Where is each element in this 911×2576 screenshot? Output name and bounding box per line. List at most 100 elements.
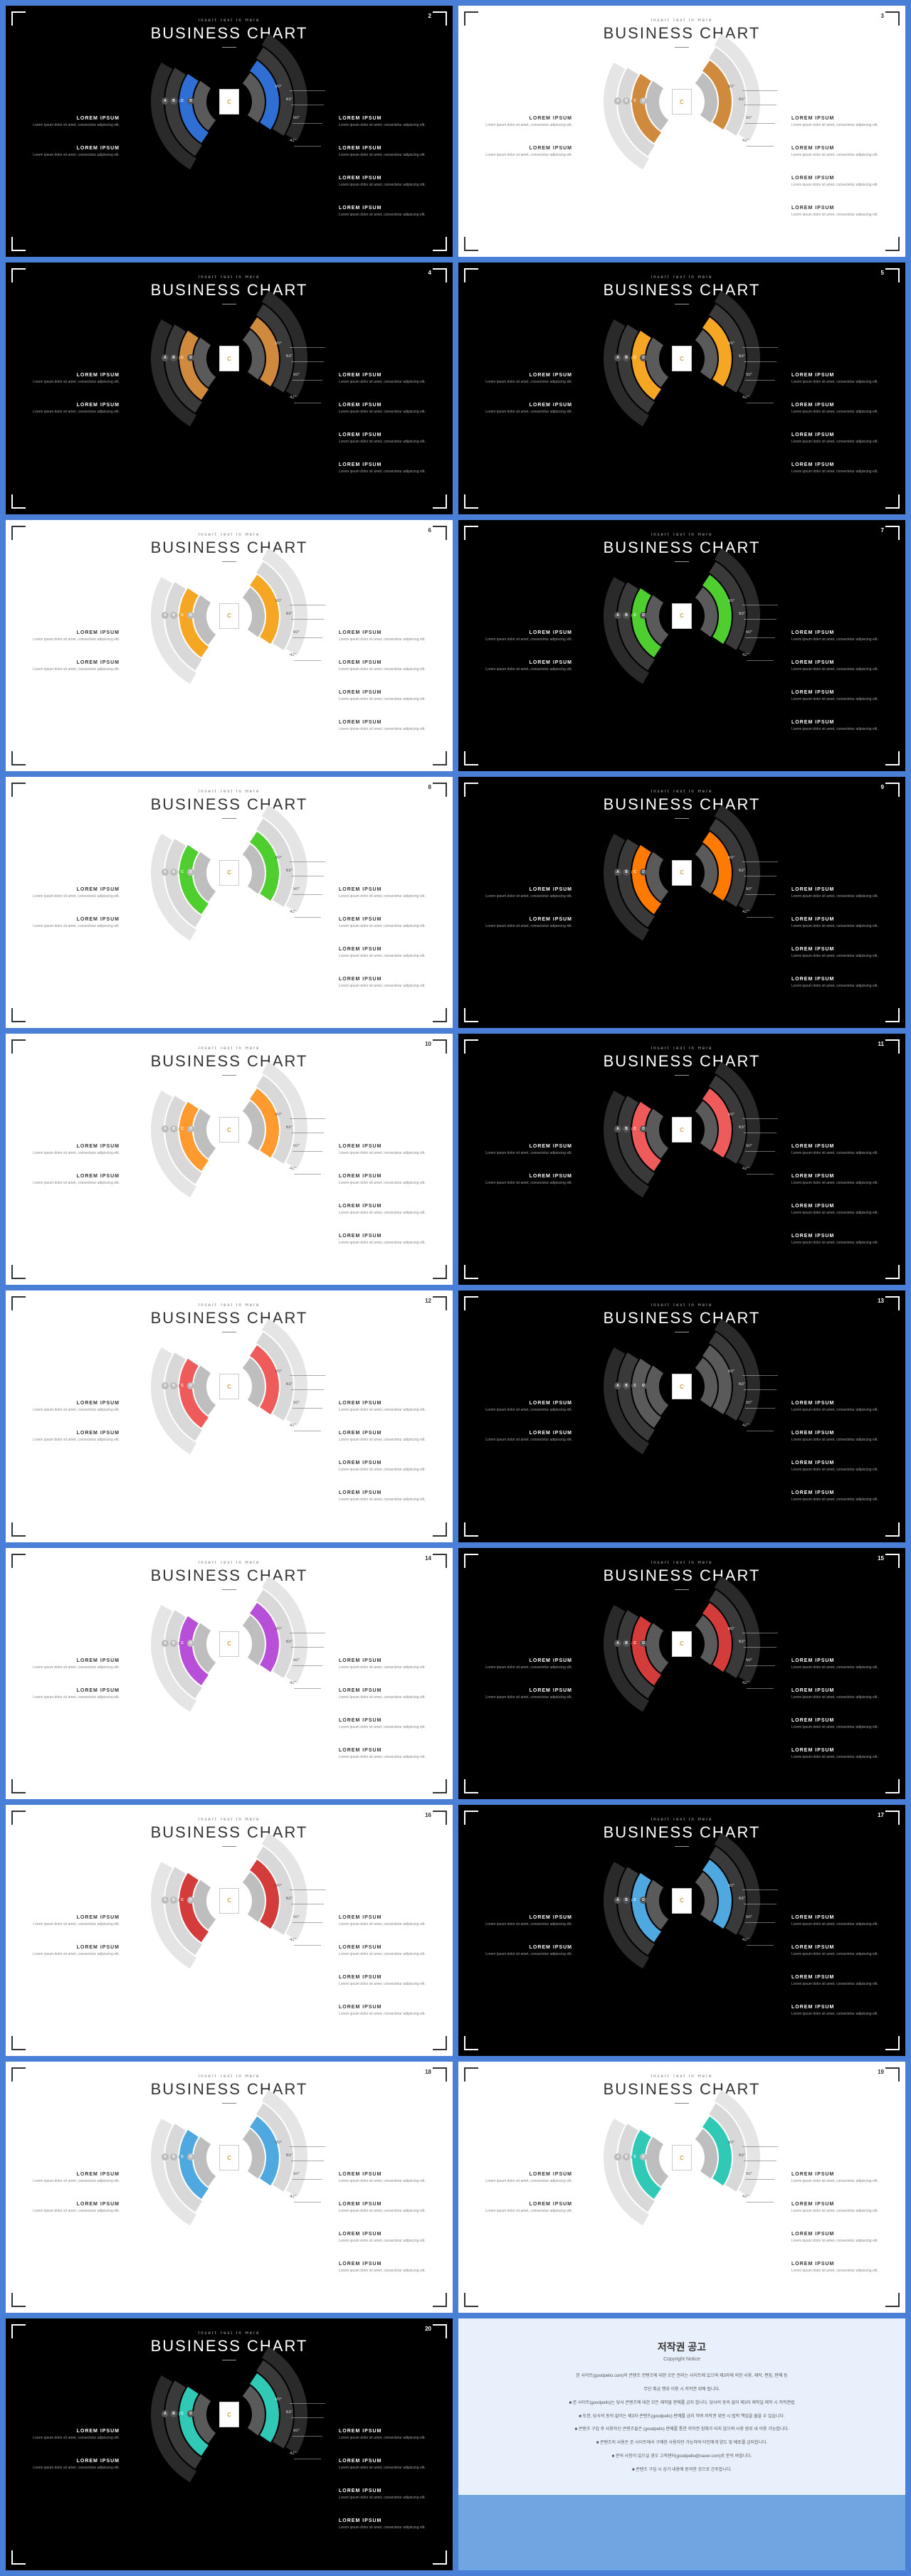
corner-bl xyxy=(464,1265,478,1279)
labels-left: LOREM IPSUMLorem ipsum dolor sit amet, c… xyxy=(473,116,572,176)
label-title: LOREM IPSUM xyxy=(339,1718,438,1723)
label-block: LOREM IPSUMLorem ipsum dolor sit amet, c… xyxy=(791,1490,891,1502)
tick-1: 63° xyxy=(286,1382,293,1387)
label-block: LOREM IPSUMLorem ipsum dolor sit amet, c… xyxy=(20,917,120,929)
label-title: LOREM IPSUM xyxy=(473,2202,572,2207)
subtitle: Insert Text In Here xyxy=(6,2074,453,2079)
corner-bl xyxy=(11,494,26,509)
tick-3: 42° xyxy=(742,396,749,400)
label-text: Lorem ipsum dolor sit amet, consectetur … xyxy=(791,1695,891,1700)
label-block: LOREM IPSUMLorem ipsum dolor sit amet, c… xyxy=(339,887,438,899)
dot-D: D xyxy=(640,1382,647,1389)
label-text: Lorem ipsum dolor sit amet, consectetur … xyxy=(791,667,891,672)
content: LOREM IPSUMLorem ipsum dolor sit amet, c… xyxy=(458,823,905,994)
label-text: Lorem ipsum dolor sit amet, consectetur … xyxy=(20,153,120,158)
label-block: LOREM IPSUMLorem ipsum dolor sit amet, c… xyxy=(791,1234,891,1246)
leader-r-2 xyxy=(293,1408,322,1409)
label-block: LOREM IPSUMLorem ipsum dolor sit amet, c… xyxy=(791,630,891,642)
subtitle: Insert Text In Here xyxy=(6,1818,453,1822)
label-title: LOREM IPSUM xyxy=(339,2518,438,2523)
label-title: LOREM IPSUM xyxy=(20,116,120,121)
label-block: LOREM IPSUM Lorem ipsum dolor sit amet, c… xyxy=(473,373,572,385)
label-text: Lorem ipsum dolor sit amet, consectetur … xyxy=(339,1922,438,1927)
labels-right: LOREM IPSUMLorem ipsum dolor sit amet, c… xyxy=(339,1658,438,1778)
label-block: LOREM IPSUMLorem ipsum dolor sit amet, c… xyxy=(20,660,120,672)
label-text: Lorem ipsum dolor sit amet, consectetur … xyxy=(791,213,891,218)
dot-C: C xyxy=(631,97,638,105)
label-block: LOREM IPSUMLorem ipsum dolor sit amet, c… xyxy=(791,917,891,929)
label-text: Lorem ipsum dolor sit amet, consectetur … xyxy=(791,183,891,188)
label-title: LOREM IPSUM xyxy=(20,1945,120,1950)
content: LOREM IPSUM Lorem ipsum dolor sit amet, c… xyxy=(6,2108,453,2279)
tick-0: 80° xyxy=(275,1113,282,1117)
tick-1: 63° xyxy=(286,612,293,616)
label-text: Lorem ipsum dolor sit amet, consectetur … xyxy=(20,1665,120,1670)
tick-0: 80° xyxy=(275,1627,282,1631)
dot-B: B xyxy=(623,1125,630,1133)
label-text: Lorem ipsum dolor sit amet, consectetur … xyxy=(339,1408,438,1413)
label-text: Lorem ipsum dolor sit amet, consectetur … xyxy=(20,894,120,899)
subtitle: Insert Text In Here xyxy=(458,18,905,23)
center-icon: C xyxy=(672,1374,692,1399)
center-icon: C xyxy=(672,1117,692,1143)
label-title: LOREM IPSUM xyxy=(791,1431,891,1436)
dot-D: D xyxy=(640,2153,647,2161)
label-block: LOREM IPSUMLorem ipsum dolor sit amet, c… xyxy=(20,1144,120,1156)
center-icon: C xyxy=(219,1888,239,1914)
label-title: LOREM IPSUM xyxy=(473,373,572,378)
labels-right: LOREM IPSUMLorem ipsum dolor sit amet, c… xyxy=(339,630,438,750)
center-icon: C xyxy=(672,89,692,115)
radial-chart: CABCD80°63°50°42° xyxy=(600,88,764,187)
dot-A: A xyxy=(614,869,621,876)
label-text: Lorem ipsum dolor sit amet, consectetur … xyxy=(473,2209,572,2214)
label-title: LOREM IPSUM xyxy=(791,403,891,408)
dot-B: B xyxy=(623,97,630,105)
label-block: LOREM IPSUMLorem ipsum dolor sit amet, c… xyxy=(339,1945,438,1957)
label-block: LOREM IPSUMLorem ipsum dolor sit amet, c… xyxy=(339,1461,438,1473)
label-block: LOREM IPSUMLorem ipsum dolor sit amet, c… xyxy=(473,1144,572,1156)
corner-br xyxy=(433,237,447,251)
dot-row: ABCD xyxy=(162,2153,194,2161)
label-text: Lorem ipsum dolor sit amet, consectetur … xyxy=(339,410,438,415)
tick-1: 63° xyxy=(286,2410,293,2415)
label-block: LOREM IPSUMLorem ipsum dolor sit amet, c… xyxy=(339,433,438,445)
leader-r-2 xyxy=(745,123,775,124)
label-text: Lorem ipsum dolor sit amet, consectetur … xyxy=(339,153,438,158)
label-title: LOREM IPSUM xyxy=(791,373,891,378)
content: LOREM IPSUM Lorem ipsum dolor sit amet, c… xyxy=(6,1851,453,2022)
label-text: Lorem ipsum dolor sit amet, consectetur … xyxy=(473,1151,572,1156)
label-block: LOREM IPSUMLorem ipsum dolor sit amet, c… xyxy=(791,2232,891,2244)
label-block: LOREM IPSUMLorem ipsum dolor sit amet, c… xyxy=(791,2262,891,2274)
dot-C: C xyxy=(179,1897,186,1904)
corner-bl xyxy=(11,751,26,765)
slide-14: 14 Insert Text In Here BUSINESS CHART LO… xyxy=(6,1548,453,1799)
tick-2: 50° xyxy=(746,1658,752,1663)
leader-r-2 xyxy=(293,637,322,638)
notice-line-4: ■ 콘텐츠 구입 후 사용하신 콘텐츠들은 (goodpello) 판매를 통한… xyxy=(494,2426,870,2434)
label-title: LOREM IPSUM xyxy=(339,2202,438,2207)
dot-A: A xyxy=(162,2153,169,2161)
label-title: LOREM IPSUM xyxy=(473,1658,572,1663)
label-block: LOREM IPSUMLorem ipsum dolor sit amet, c… xyxy=(791,887,891,899)
label-text: Lorem ipsum dolor sit amet, consectetur … xyxy=(791,2209,891,2214)
label-text: Lorem ipsum dolor sit amet, consectetur … xyxy=(473,380,572,385)
label-block: LOREM IPSUMLorem ipsum dolor sit amet, c… xyxy=(339,1144,438,1156)
slide-12: 12 Insert Text In Here BUSINESS CHART LO… xyxy=(6,1290,453,1542)
label-title: LOREM IPSUM xyxy=(791,462,891,467)
label-title: LOREM IPSUM xyxy=(791,146,891,151)
label-text: Lorem ipsum dolor sit amet, consectetur … xyxy=(791,1151,891,1156)
label-text: Lorem ipsum dolor sit amet, consectetur … xyxy=(20,2179,120,2184)
dot-B: B xyxy=(170,2410,177,2417)
label-block: LOREM IPSUMLorem ipsum dolor sit amet, c… xyxy=(339,1431,438,1443)
label-text: Lorem ipsum dolor sit amet, consectetur … xyxy=(20,380,120,385)
corner-br xyxy=(885,2293,900,2307)
labels-right: LOREM IPSUMLorem ipsum dolor sit amet, c… xyxy=(791,1144,891,1263)
label-title: LOREM IPSUM xyxy=(20,1144,120,1149)
label-text: Lorem ipsum dolor sit amet, consectetur … xyxy=(473,1181,572,1186)
notice-line-1: 무단 취급 행위 이용 시 저작권 위배 됩니다. xyxy=(494,2386,870,2394)
label-block: LOREM IPSUMLorem ipsum dolor sit amet, c… xyxy=(791,403,891,415)
center-icon: C xyxy=(672,603,692,629)
labels-left: LOREM IPSUM Lorem ipsum dolor sit amet, c… xyxy=(473,2172,572,2232)
center-icon: C xyxy=(672,860,692,886)
subtitle: Insert Text In Here xyxy=(458,533,905,537)
